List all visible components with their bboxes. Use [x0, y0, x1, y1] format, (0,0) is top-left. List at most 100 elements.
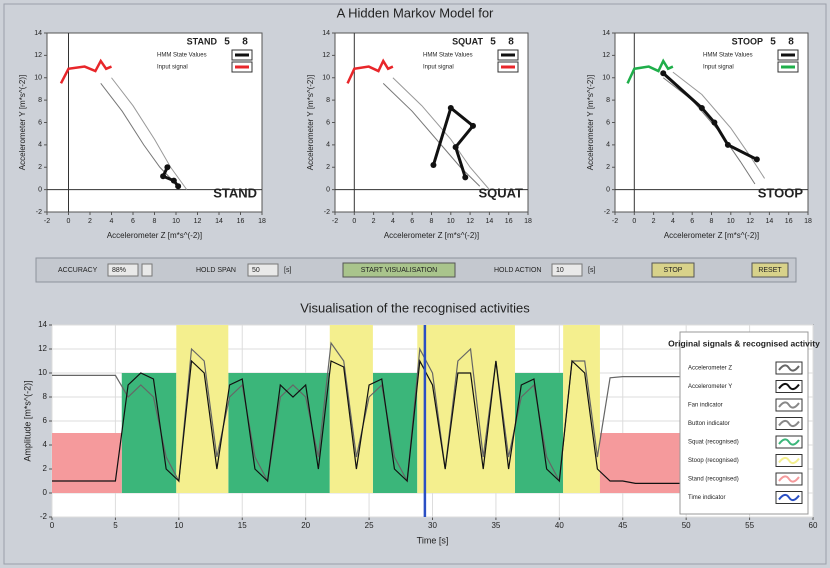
x-tick-label: 5 — [113, 521, 118, 530]
state-number: 5 — [224, 37, 230, 48]
accuracy-spin[interactable] — [141, 263, 153, 277]
reference-line — [672, 71, 765, 179]
panel-title: STAND — [187, 36, 218, 46]
x-tick-label: 8 — [153, 218, 157, 225]
x-tick-label: 0 — [632, 218, 636, 225]
y-tick-label: 8 — [43, 392, 48, 401]
state-marker — [164, 164, 171, 171]
series-line — [161, 166, 180, 188]
reset-button[interactable] — [751, 262, 789, 278]
y-tick-label: 6 — [43, 416, 48, 425]
start-button-label: START VISUALISATION — [361, 267, 438, 274]
x-tick-label: 4 — [110, 218, 114, 225]
stop-button[interactable] — [651, 262, 695, 278]
state-marker — [462, 174, 469, 181]
x-tick-label: -2 — [44, 218, 50, 225]
y-tick-label: 14 — [34, 30, 42, 37]
start-button[interactable] — [342, 262, 456, 278]
y-tick-label: -2 — [604, 209, 610, 216]
hold-action-field[interactable] — [551, 263, 583, 277]
legend-title: Original signals & recognised activity — [668, 338, 820, 348]
x-tick-label: 2 — [88, 218, 92, 225]
y-tick-label: 14 — [38, 320, 47, 329]
x-tick-label: 50 — [682, 521, 691, 530]
y-tick-label: -2 — [40, 512, 48, 521]
legend-label: Stand (recognised) — [688, 477, 739, 483]
hold-span-label: HOLD SPAN — [196, 267, 236, 274]
state-marker — [447, 104, 454, 111]
y-tick-label: 2 — [43, 464, 48, 473]
x-axis-label: Accelerometer Z [m*s^(-2)] — [384, 231, 479, 240]
legend-label: Button indicator — [688, 421, 730, 427]
accuracy-value: 88% — [112, 267, 126, 274]
window-frame — [3, 3, 827, 565]
y-tick-label: 0 — [43, 488, 48, 497]
x-tick-label: 18 — [524, 218, 532, 225]
y-axis-label: Accelerometer Y [m*s^(-2)] — [18, 75, 27, 170]
activity-label: STOOP — [758, 185, 804, 200]
plot-area — [334, 32, 529, 213]
legend-swatch — [778, 438, 800, 446]
activity-block — [176, 325, 229, 493]
y-tick-label: 6 — [606, 119, 610, 126]
hold-span-unit: [s] — [284, 267, 291, 274]
panel-title: STOOP — [732, 36, 763, 46]
x-tick-label: 6 — [690, 218, 694, 225]
legend-swatch — [778, 493, 800, 502]
x-tick-label: 0 — [50, 521, 55, 530]
x-tick-label: 0 — [67, 218, 71, 225]
x-tick-label: 55 — [745, 521, 754, 530]
y-tick-label: 2 — [38, 164, 42, 171]
y-tick-label: 4 — [43, 440, 48, 449]
state-number: 8 — [242, 37, 248, 48]
y-tick-label: 12 — [38, 344, 47, 353]
legend-swatch — [778, 419, 800, 428]
reference-line — [382, 82, 481, 187]
y-tick-label: 0 — [326, 186, 330, 193]
activity-block — [417, 325, 515, 493]
x-tick-label: 18 — [804, 218, 812, 225]
state-marker — [160, 173, 167, 180]
stop-button-label: STOP — [664, 267, 683, 274]
y-tick-label: 4 — [606, 142, 610, 149]
legend-label: Input signal — [157, 65, 188, 71]
y-tick-label: 12 — [602, 52, 610, 59]
x-tick-label: 4 — [671, 218, 675, 225]
hold-span-value: 50 — [252, 267, 260, 274]
legend-label: HMM State Values — [157, 53, 207, 59]
y-tick-label: 14 — [322, 30, 330, 37]
y-axis-label: Accelerometer Y [m*s^(-2)] — [586, 75, 595, 170]
reset-button-label: RESET — [758, 267, 782, 274]
series-line — [346, 58, 394, 84]
state-marker — [469, 122, 476, 129]
x-tick-label: 30 — [428, 521, 437, 530]
x-tick-label: 18 — [258, 218, 266, 225]
x-axis-label: Accelerometer Z [m*s^(-2)] — [664, 231, 759, 240]
x-tick-label: 8 — [710, 218, 714, 225]
legend-label: Input signal — [423, 65, 454, 71]
activity-block — [121, 373, 177, 493]
hold-action-unit: [s] — [588, 267, 595, 274]
hold-span-field[interactable] — [247, 263, 279, 277]
x-tick-label: 25 — [365, 521, 374, 530]
reference-line — [392, 77, 490, 190]
y-tick-label: 0 — [606, 186, 610, 193]
state-number: 8 — [788, 37, 794, 48]
legend-swatch — [778, 382, 800, 391]
x-tick-label: 14 — [215, 218, 223, 225]
x-axis-label: Accelerometer Z [m*s^(-2)] — [107, 231, 202, 240]
y-tick-label: 4 — [326, 142, 330, 149]
accuracy-field[interactable] — [107, 263, 139, 277]
y-tick-label: 12 — [322, 52, 330, 59]
legend-label: HMM State Values — [423, 53, 473, 59]
x-tick-label: 35 — [491, 521, 500, 530]
x-axis-label: Time [s] — [417, 535, 449, 545]
state-number: 5 — [490, 37, 496, 48]
x-tick-label: 6 — [410, 218, 414, 225]
y-tick-label: 0 — [38, 186, 42, 193]
state-marker — [698, 104, 705, 111]
panel-title: SQUAT — [452, 36, 483, 46]
x-tick-label: 45 — [618, 521, 627, 530]
y-tick-label: 14 — [602, 30, 610, 37]
legend-label: Fan indicator — [688, 403, 723, 409]
